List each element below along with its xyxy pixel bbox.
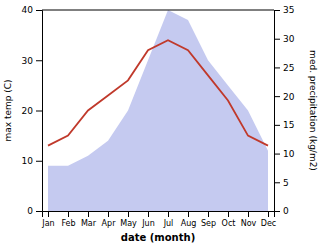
tick-label: 30 bbox=[22, 56, 34, 66]
tick-mark bbox=[208, 211, 209, 217]
y-axis: 0 10 20 30 40 bbox=[22, 5, 43, 216]
tick-mark bbox=[274, 39, 280, 40]
tick: May bbox=[120, 211, 137, 228]
tick: Jul bbox=[163, 211, 174, 228]
x-axis-title: date (month) bbox=[121, 232, 195, 243]
plot: Jan Feb Mar AprMay Jun Jul Aug Sep Oct Nov Dec 0 10 2… bbox=[22, 5, 295, 227]
tick: Mar bbox=[81, 211, 97, 228]
tick-mark bbox=[274, 182, 280, 183]
tick-mark bbox=[148, 211, 149, 217]
tick-mark bbox=[88, 211, 89, 217]
y2-axis: 0 5 10 15 20 25 30 35 bbox=[274, 5, 295, 216]
tick: 35 bbox=[274, 5, 294, 15]
tick-mark bbox=[36, 10, 42, 11]
tick-mark bbox=[274, 125, 280, 126]
tick-mark bbox=[228, 211, 229, 217]
tick: Apr bbox=[102, 211, 117, 228]
tick: Nov bbox=[241, 211, 257, 228]
tick-mark bbox=[274, 96, 280, 97]
tick-mark bbox=[274, 10, 280, 11]
tick: 0 bbox=[274, 206, 289, 216]
tick-mark bbox=[168, 211, 169, 217]
tick-label: May bbox=[120, 219, 137, 228]
tick: 10 bbox=[22, 156, 42, 166]
tick-label: 0 bbox=[27, 206, 33, 216]
tick-label: Jun bbox=[141, 219, 155, 228]
tick: Dec bbox=[261, 211, 276, 228]
tick: 5 bbox=[274, 178, 289, 188]
area bbox=[48, 10, 268, 211]
chart: Jan Feb Mar AprMay Jun Jul Aug Sep Oct Nov Dec 0 10 2… bbox=[0, 0, 318, 247]
tick: 10 bbox=[274, 149, 295, 159]
tick-label: 10 bbox=[283, 149, 295, 159]
tick-mark bbox=[36, 161, 42, 162]
tick-mark bbox=[128, 211, 129, 217]
tick-label: Feb bbox=[61, 219, 75, 228]
tick-label: Apr bbox=[102, 219, 117, 228]
tick-label: Jan bbox=[41, 219, 54, 228]
tick: Sep bbox=[201, 211, 216, 228]
tick: 15 bbox=[274, 120, 294, 130]
tick-mark bbox=[36, 211, 42, 212]
tick: Jun bbox=[141, 211, 155, 228]
tick-label: Dec bbox=[261, 219, 276, 228]
tick-label: 35 bbox=[283, 5, 294, 15]
tick-label: 5 bbox=[283, 178, 289, 188]
marks bbox=[48, 10, 268, 211]
tick-label: 30 bbox=[283, 34, 295, 44]
tick-mark bbox=[274, 67, 280, 68]
axis-line bbox=[43, 212, 275, 218]
y-axis-title: max temp (C) bbox=[3, 79, 13, 141]
tick: 20 bbox=[274, 92, 295, 102]
tick: 20 bbox=[22, 106, 42, 116]
tick-mark bbox=[108, 211, 109, 217]
tick-mark bbox=[268, 211, 269, 217]
tick-mark bbox=[248, 211, 249, 217]
tick-mark bbox=[36, 60, 42, 61]
axis-line bbox=[275, 11, 281, 212]
tick: 25 bbox=[274, 63, 294, 73]
tick-label: 15 bbox=[283, 120, 294, 130]
tick-mark bbox=[36, 111, 42, 112]
tick: Oct bbox=[222, 211, 236, 228]
tick: Feb bbox=[61, 211, 75, 228]
y2-axis-title: med. precipitation (kg/m2) bbox=[308, 50, 318, 171]
tick: 30 bbox=[22, 56, 42, 66]
tick-mark bbox=[68, 211, 69, 217]
tick: 40 bbox=[22, 5, 42, 15]
tick-mark bbox=[188, 211, 189, 217]
tick-label: 10 bbox=[22, 156, 34, 166]
tick: Aug bbox=[181, 211, 197, 228]
tick-label: 0 bbox=[283, 206, 289, 216]
tick-label: 25 bbox=[283, 63, 294, 73]
tick-label: 20 bbox=[22, 106, 34, 116]
tick-label: Sep bbox=[201, 219, 216, 228]
frame bbox=[42, 10, 274, 11]
tick-label: 40 bbox=[22, 5, 34, 15]
tick: 0 bbox=[27, 206, 42, 216]
tick: 30 bbox=[274, 34, 295, 44]
tick-label: Nov bbox=[241, 219, 257, 228]
tick-mark bbox=[48, 211, 49, 217]
tick-mark bbox=[274, 154, 280, 155]
axis-line bbox=[36, 11, 43, 212]
tick: Jan bbox=[41, 211, 54, 228]
tick-label: 20 bbox=[283, 92, 295, 102]
tick-label: Oct bbox=[222, 219, 236, 228]
tick-label: Aug bbox=[181, 219, 197, 228]
line bbox=[48, 40, 268, 146]
tick-label: Mar bbox=[81, 219, 97, 228]
tick-mark bbox=[274, 211, 280, 212]
tick-label: Jul bbox=[163, 219, 174, 228]
x-axis: Jan Feb Mar AprMay Jun Jul Aug Sep Oct Nov Dec bbox=[41, 211, 276, 228]
